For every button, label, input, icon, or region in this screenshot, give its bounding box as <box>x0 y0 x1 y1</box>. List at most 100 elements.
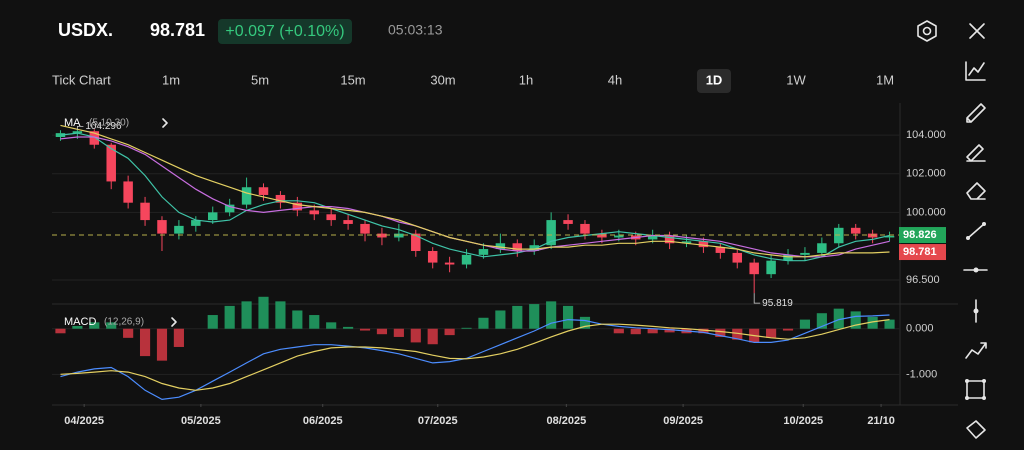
macd-bar <box>123 328 134 338</box>
macd-bar <box>72 325 83 329</box>
macd-bar <box>799 319 811 329</box>
macd-bar <box>207 315 218 329</box>
candle-body <box>191 220 201 226</box>
macd-bar <box>766 328 777 338</box>
highlighter-tool[interactable] <box>966 144 986 162</box>
macd-bar <box>359 328 371 331</box>
candle-body <box>72 131 83 134</box>
x-tick-label: 04/2025 <box>64 415 104 427</box>
candle-body <box>123 181 133 203</box>
eraser-tool[interactable] <box>966 182 986 200</box>
price-tag-label: 98.826 <box>903 229 937 241</box>
timeframe-tab[interactable]: 1h <box>519 72 533 87</box>
candle-body <box>495 243 506 250</box>
candle-body <box>614 235 624 238</box>
macd-bar <box>89 322 100 329</box>
candle-body <box>597 233 607 238</box>
indicator-expand[interactable] <box>162 118 168 128</box>
indicator-line <box>60 124 890 258</box>
x-tick-label: 10/2025 <box>783 415 823 427</box>
candle-body <box>732 252 742 263</box>
macd-bar <box>562 305 574 329</box>
timeframe-tab[interactable]: 1D <box>706 72 723 87</box>
time: 05:03:13 <box>388 22 443 38</box>
candle-body <box>241 187 252 205</box>
chart-type-tool[interactable] <box>965 61 986 81</box>
candle-body <box>715 247 726 253</box>
hline-tool[interactable] <box>963 267 988 273</box>
change: +0.097 (+0.10%) <box>225 23 344 40</box>
candle-body <box>800 252 810 255</box>
timeframe-tab[interactable]: 15m <box>340 72 365 87</box>
timeframe-tab[interactable]: Tick Chart <box>52 72 111 87</box>
macd-bar <box>782 328 794 331</box>
indicator-line <box>60 132 890 262</box>
macd-bar <box>647 328 658 334</box>
candle-body <box>106 144 116 182</box>
macd-bar <box>173 328 184 347</box>
macd-bar <box>529 304 540 329</box>
macd-bar <box>106 322 117 329</box>
macd-bar <box>630 328 641 335</box>
macd-bar <box>884 319 895 329</box>
polygon-tool[interactable] <box>966 420 986 439</box>
line-tool[interactable] <box>966 222 986 240</box>
macd-bar <box>478 317 489 329</box>
candle-body <box>55 133 66 138</box>
x-tick-label: 08/2025 <box>546 415 586 427</box>
close-button[interactable] <box>969 23 985 39</box>
settings-button[interactable] <box>917 20 937 42</box>
timeframe-tab[interactable]: 30m <box>430 72 455 87</box>
candle-body <box>444 262 455 265</box>
x-tick-label: 05/2025 <box>181 415 221 427</box>
timeframe-tab[interactable]: 1W <box>786 72 806 87</box>
candle-body <box>867 233 878 238</box>
price-tag <box>899 227 946 244</box>
candle-body <box>817 243 827 253</box>
macd-bar <box>833 308 844 329</box>
candle-body <box>208 212 218 221</box>
vline-tool[interactable] <box>973 299 979 323</box>
macd-bar <box>579 316 591 329</box>
price: 98.781 <box>150 20 205 40</box>
annotation-label: 104.296 <box>85 121 122 132</box>
annotation-label: 95.819 <box>762 298 793 309</box>
trend-tool[interactable] <box>965 342 987 359</box>
candle-body <box>377 233 387 238</box>
macd-bar <box>495 310 506 329</box>
macd-expand[interactable] <box>171 317 177 327</box>
macd-bar <box>343 326 354 329</box>
pen-tool[interactable] <box>966 103 986 123</box>
macd-bar <box>275 301 286 329</box>
timeframe-tab[interactable]: 5m <box>251 72 269 87</box>
candle-body <box>783 254 793 261</box>
candle-body <box>647 235 658 240</box>
candle-body <box>512 243 523 251</box>
rect-tool[interactable] <box>965 379 986 400</box>
y-tick-label: -1.000 <box>906 368 937 380</box>
candle-body <box>563 220 573 224</box>
y-tick-label: 0.000 <box>906 323 934 335</box>
macd-bar <box>461 327 472 329</box>
timeframe-bar: Tick Chart 1m 5m 15m 30m 1h 4h 1D 1W 1M <box>52 69 894 93</box>
timeframe-tab[interactable]: 4h <box>608 72 622 87</box>
candle-body <box>884 235 895 238</box>
timeframe-tab[interactable]: 1m <box>162 72 180 87</box>
candle-body <box>529 245 539 251</box>
macd-bar <box>156 328 168 361</box>
macd-params: (12,26,9) <box>104 317 144 328</box>
x-tick-label: 06/2025 <box>303 415 343 427</box>
candle-body <box>546 220 556 246</box>
candle-body <box>850 227 861 234</box>
y-tick-label: 102.000 <box>906 168 946 180</box>
timeframe-tab[interactable]: 1M <box>876 72 894 87</box>
macd-bar <box>867 316 878 329</box>
macd-bar <box>55 328 66 334</box>
candle-body <box>834 227 844 244</box>
candle-body <box>664 235 675 244</box>
indicator-line <box>60 314 890 401</box>
x-tick-label: 07/2025 <box>418 415 458 427</box>
macd-bar <box>376 328 388 335</box>
